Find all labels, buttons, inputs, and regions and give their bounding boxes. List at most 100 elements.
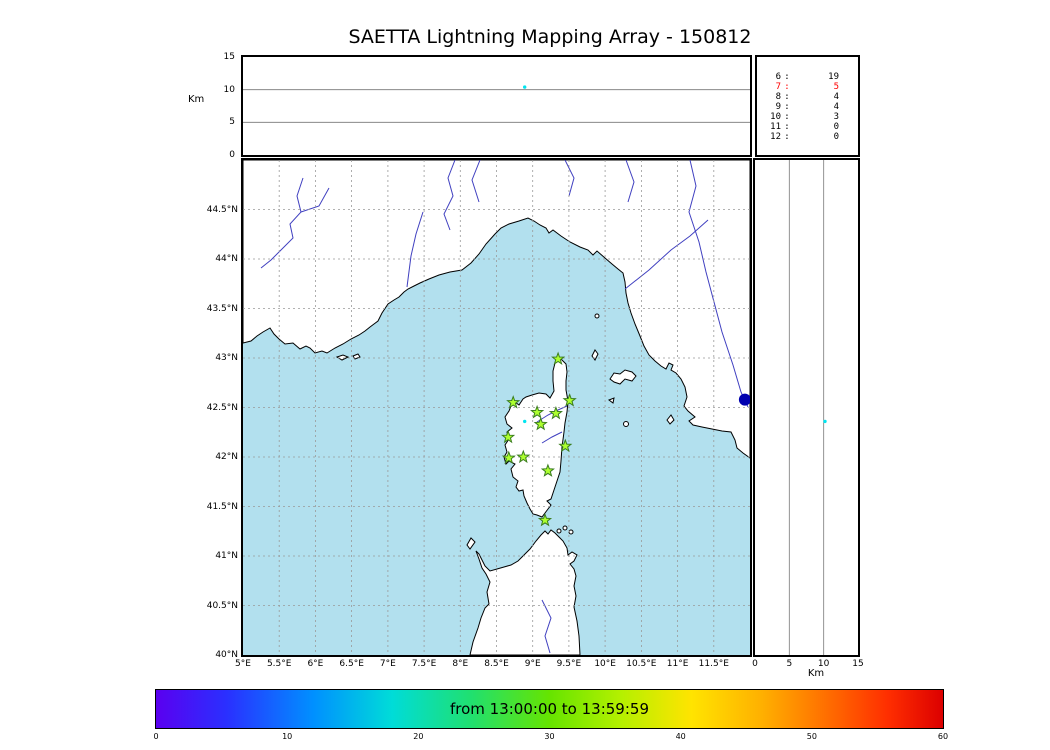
coastline-corsica (503, 356, 569, 518)
colon: : (784, 122, 790, 132)
altitude-panel-plot (243, 85, 750, 123)
altitude-latitude-plot (788, 160, 827, 655)
station-number: 7 (775, 82, 781, 92)
right-xtick-label: 15 (852, 659, 864, 669)
colorbar-tick-label: 40 (675, 732, 686, 741)
station-count: 5 (833, 82, 839, 92)
station-count: 4 (833, 102, 839, 112)
altitude-ytick-label: 5 (229, 117, 235, 128)
lightning-source-dot (823, 419, 827, 424)
island-montecristo (623, 421, 629, 427)
station-count: 0 (833, 122, 839, 132)
lma-station-stars (501, 351, 577, 527)
lma-station-star (540, 463, 555, 477)
lat-tick-label: 44.5°N (206, 204, 238, 215)
station-count-row: 9: 4 (765, 102, 858, 112)
station-count: 0 (833, 132, 839, 142)
lat-tick-label: 40.5°N (206, 600, 238, 611)
colorbar-tick-label: 50 (806, 732, 817, 741)
lma-station-star (501, 450, 516, 464)
lightning-sources (523, 419, 527, 424)
colorbar-tick-label: 10 (282, 732, 293, 741)
island-maddalena-3 (568, 529, 574, 535)
lma-station-star (551, 351, 566, 365)
station-count-row: 8: 4 (765, 92, 858, 102)
lma-station-star (506, 395, 521, 409)
lightning-source-dot (523, 85, 527, 89)
island-giglio (666, 414, 675, 425)
lon-tick-label: 11°E (666, 659, 689, 669)
time-range-label: from 13:00:00 to 13:59:59 (449, 700, 649, 718)
colorbar-tick-label: 20 (413, 732, 424, 741)
coastal-blue-dot (738, 393, 750, 406)
station-number: 11 (770, 122, 781, 132)
station-count: 3 (833, 112, 839, 122)
altitude-longitude-panel (241, 55, 752, 157)
lma-station-star (530, 404, 545, 419)
lma-station-star (562, 393, 577, 407)
map-plot (243, 160, 750, 655)
lat-tick-label: 44°N (215, 254, 238, 264)
lat-tick-label: 41°N (215, 551, 238, 561)
lma-station-star (558, 438, 573, 453)
station-count-row: 7: 5 (765, 82, 858, 92)
landmasses (243, 160, 750, 655)
colon: : (784, 92, 790, 102)
colon: : (784, 132, 790, 142)
colorbar: from 13:00:00 to 13:59:59 (155, 689, 944, 729)
lon-tick-label: 5°E (235, 659, 251, 669)
station-count-row: 6: 19 (765, 72, 858, 82)
lon-tick-label: 11.5°E (698, 659, 729, 669)
altitude-latitude-panel (753, 158, 860, 657)
colon: : (784, 72, 790, 82)
lma-station-star (501, 429, 516, 444)
lma-station-star (548, 405, 563, 420)
station-count: 4 (833, 92, 839, 102)
lat-tick-label: 42°N (215, 452, 238, 462)
station-count-row: 10: 3 (765, 112, 858, 122)
lon-tick-label: 9°E (524, 659, 541, 669)
coastline-mainland (243, 160, 750, 459)
station-number: 12 (770, 132, 781, 142)
right-km-axis-label: Km (807, 668, 825, 679)
island-pianosa (607, 397, 615, 404)
station-count-row: 11: 0 (765, 122, 858, 132)
island-maddalena-2 (562, 525, 568, 531)
lon-tick-label: 9.5°E (556, 659, 582, 669)
colon: : (784, 102, 790, 112)
figure-title: SAETTA Lightning Mapping Array - 150812 (348, 26, 752, 48)
lon-tick-label: 6°E (307, 659, 324, 669)
lat-tick-label: 40°N (215, 650, 238, 660)
coastline-sardinia (469, 529, 581, 655)
lat-tick-label: 43°N (215, 353, 238, 363)
lat-tick-label: 43.5°N (206, 303, 238, 314)
lat-tick-label: 42.5°N (206, 402, 238, 413)
colorbar-tick-label: 60 (937, 732, 949, 741)
lightning-source-dot (523, 419, 527, 424)
station-number: 8 (775, 92, 781, 102)
coastline-elba (609, 369, 637, 385)
station-stats-rows: 6: 19 7: 5 8: 4 9: 4 10: 3 11: 0 12: 0 (765, 72, 858, 142)
lon-tick-label: 10.5°E (626, 659, 657, 669)
lon-tick-label: 6.5°E (339, 659, 364, 669)
altitude-ytick-label: 0 (229, 150, 235, 160)
lon-tick-label: 7°E (379, 659, 396, 669)
lma-station-star (537, 512, 553, 527)
lon-tick-label: 8.5°E (484, 659, 509, 669)
station-number: 6 (775, 72, 781, 82)
colorbar-tick-label: 30 (544, 732, 555, 741)
station-count: 19 (828, 72, 839, 82)
colon: : (784, 112, 790, 122)
lon-tick-label: 8°E (452, 659, 469, 669)
station-number: 9 (775, 102, 781, 112)
lma-station-star (516, 449, 531, 464)
island-capraia (591, 349, 599, 361)
lon-tick-label: 7.5°E (411, 659, 437, 669)
altitude-axis-label: Km (188, 94, 205, 105)
station-count-row: 12: 0 (765, 132, 858, 142)
island-gorgona (594, 313, 600, 319)
island-maddalena-1 (556, 528, 562, 534)
lon-tick-label: 10°E (594, 659, 616, 669)
island-hyeres-1 (335, 354, 350, 361)
colon: : (784, 82, 790, 92)
